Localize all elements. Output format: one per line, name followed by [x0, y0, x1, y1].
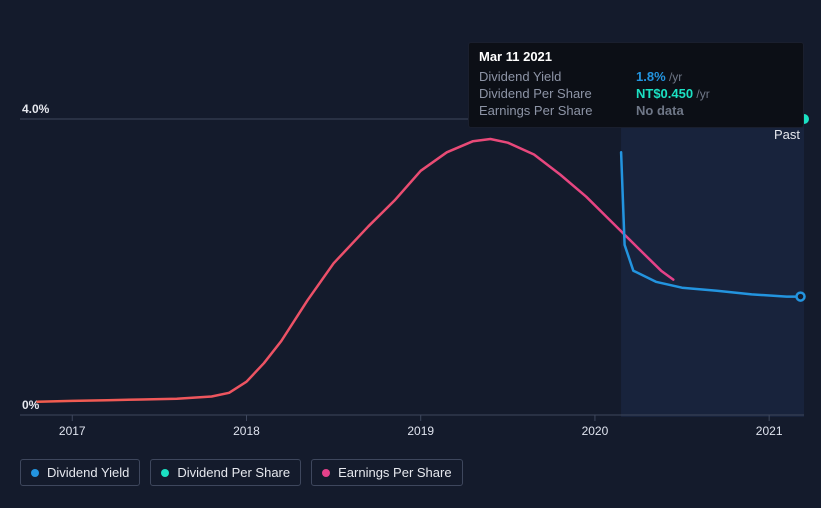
legend-item-earnings-per-share[interactable]: Earnings Per Share — [311, 459, 462, 486]
svg-text:2021: 2021 — [756, 424, 783, 438]
tooltip-row-value: No data — [636, 102, 793, 119]
svg-text:4.0%: 4.0% — [22, 102, 50, 116]
tooltip-date: Mar 11 2021 — [479, 49, 793, 64]
chart-tooltip: Mar 11 2021 Dividend Yield1.8% /yrDivide… — [468, 42, 804, 128]
tooltip-table: Dividend Yield1.8% /yrDividend Per Share… — [479, 68, 793, 119]
svg-text:2020: 2020 — [582, 424, 609, 438]
tooltip-row-label: Dividend Yield — [479, 68, 636, 85]
tooltip-row-label: Dividend Per Share — [479, 85, 636, 102]
svg-text:0%: 0% — [22, 398, 40, 412]
legend-label: Dividend Per Share — [177, 465, 290, 480]
tooltip-row-label: Earnings Per Share — [479, 102, 636, 119]
legend-dot-icon — [31, 469, 39, 477]
svg-text:2018: 2018 — [233, 424, 260, 438]
legend-label: Earnings Per Share — [338, 465, 451, 480]
chart-legend: Dividend Yield Dividend Per Share Earnings… — [20, 459, 463, 486]
svg-text:2019: 2019 — [407, 424, 434, 438]
legend-item-dividend-yield[interactable]: Dividend Yield — [20, 459, 140, 486]
legend-label: Dividend Yield — [47, 465, 129, 480]
legend-dot-icon — [322, 469, 330, 477]
legend-dot-icon — [161, 469, 169, 477]
dividend-chart: 2017 2018 2019 2020 2021 0% 4.0% Past Mar 11 20… — [0, 0, 821, 508]
svg-text:2017: 2017 — [59, 424, 86, 438]
svg-text:Past: Past — [774, 127, 800, 142]
tooltip-row-value: NT$0.450 /yr — [636, 85, 793, 102]
legend-item-dividend-per-share[interactable]: Dividend Per Share — [150, 459, 301, 486]
tooltip-row-value: 1.8% /yr — [636, 68, 793, 85]
